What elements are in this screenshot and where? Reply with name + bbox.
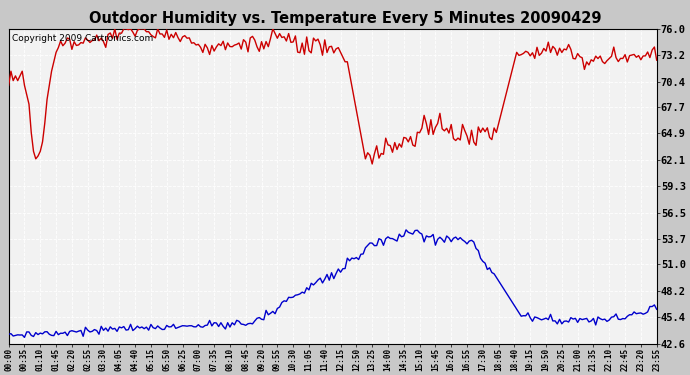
Text: Copyright 2009 Cartronics.com: Copyright 2009 Cartronics.com [12, 33, 153, 42]
Text: Outdoor Humidity vs. Temperature Every 5 Minutes 20090429: Outdoor Humidity vs. Temperature Every 5… [89, 11, 601, 26]
